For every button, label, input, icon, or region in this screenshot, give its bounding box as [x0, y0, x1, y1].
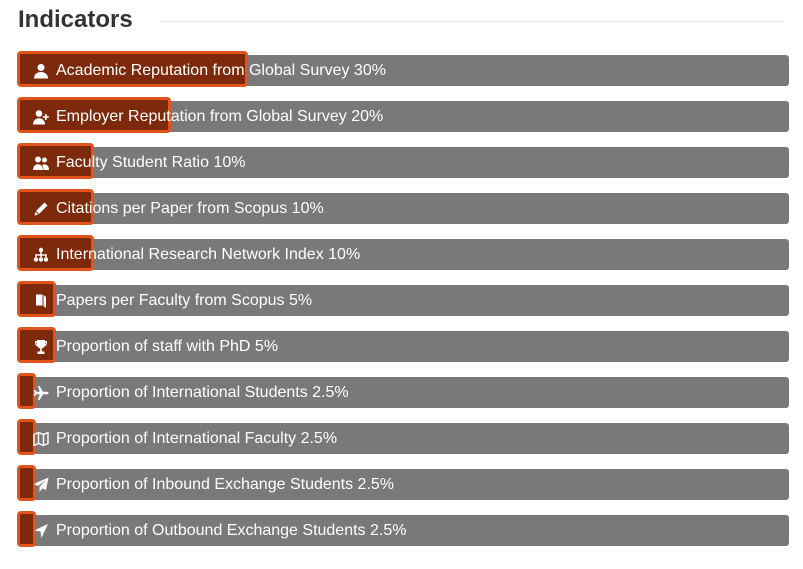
sitemap-icon	[32, 246, 50, 264]
indicator-bar-track	[19, 285, 789, 316]
indicator-label-group: Proportion of Outbound Exchange Students…	[32, 515, 406, 546]
indicator-row: Proportion of Outbound Exchange Students…	[17, 508, 789, 554]
indicator-label: Proportion of International Faculty 2.5%	[56, 429, 338, 447]
indicator-label-group: Papers per Faculty from Scopus 5%	[32, 285, 312, 316]
indicator-bar-track	[19, 469, 789, 500]
indicator-label-group: Faculty Student Ratio 10%	[32, 147, 245, 178]
indicator-bar-track	[19, 147, 789, 178]
indicator-bar-fill	[17, 511, 36, 547]
plane-icon	[32, 384, 50, 402]
indicator-bar-fill	[17, 143, 94, 179]
indicator-bar-track	[19, 515, 789, 546]
indicator-label-group: Academic Reputation from Global Survey 3…	[32, 55, 386, 86]
user-icon	[32, 62, 50, 80]
indicator-label: Faculty Student Ratio 10%	[56, 153, 246, 171]
indicator-bar-fill	[17, 51, 248, 87]
indicator-row: International Research Network Index 10%	[17, 232, 789, 278]
indicators-header: Indicators	[18, 4, 783, 36]
indicator-bar-fill	[17, 465, 36, 501]
indicator-row: Faculty Student Ratio 10%	[17, 140, 789, 186]
indicator-bar-fill	[17, 235, 94, 271]
trophy-icon	[32, 338, 50, 356]
pencil-icon	[32, 200, 50, 218]
users-icon	[32, 154, 50, 172]
indicator-label: Proportion of Outbound Exchange Students…	[56, 521, 407, 539]
title-divider	[160, 21, 783, 22]
indicator-row: Academic Reputation from Global Survey 3…	[17, 48, 789, 94]
indicator-row: Proportion of International Students 2.5…	[17, 370, 789, 416]
indicator-row: Proportion of International Faculty 2.5%	[17, 416, 789, 462]
indicator-bar-track	[19, 423, 789, 454]
indicator-label-group: Employer Reputation from Global Survey 2…	[32, 101, 383, 132]
map-icon	[32, 430, 50, 448]
indicator-label: Proportion of Inbound Exchange Students …	[56, 475, 395, 493]
indicator-label-group: Citations per Paper from Scopus 10%	[32, 193, 324, 224]
indicator-label-group: Proportion of Inbound Exchange Students …	[32, 469, 394, 500]
indicator-label: Citations per Paper from Scopus 10%	[56, 199, 324, 217]
indicator-bar-track	[19, 239, 789, 270]
indicator-row: Citations per Paper from Scopus 10%	[17, 186, 789, 232]
section-title: Indicators	[18, 6, 133, 33]
book-icon	[32, 292, 50, 310]
indicator-label-group: Proportion of International Students 2.5…	[32, 377, 349, 408]
user-plus-icon	[32, 108, 50, 126]
indicator-bar-track	[19, 193, 789, 224]
indicator-row: Employer Reputation from Global Survey 2…	[17, 94, 789, 140]
location-arrow-icon	[32, 522, 50, 540]
indicator-bar-track	[19, 377, 789, 408]
indicator-label-group: Proportion of staff with PhD 5%	[32, 331, 278, 362]
indicator-bar-track	[19, 331, 789, 362]
indicator-label: Papers per Faculty from Scopus 5%	[56, 291, 313, 309]
indicator-bar-fill	[17, 189, 94, 225]
indicator-row: Proportion of Inbound Exchange Students …	[17, 462, 789, 508]
indicator-label: Proportion of International Students 2.5…	[56, 383, 349, 401]
paper-plane-icon	[32, 476, 50, 494]
indicator-row: Proportion of staff with PhD 5%	[17, 324, 789, 370]
indicator-label: Employer Reputation from Global Survey 2…	[56, 107, 384, 125]
indicator-label-group: Proportion of International Faculty 2.5%	[32, 423, 337, 454]
indicator-label: Academic Reputation from Global Survey 3…	[56, 61, 386, 79]
indicator-bar-fill	[17, 97, 171, 133]
indicators-list: Academic Reputation from Global Survey 3…	[17, 48, 789, 554]
indicator-label: Proportion of staff with PhD 5%	[56, 337, 279, 355]
indicator-label: International Research Network Index 10%	[56, 245, 361, 263]
indicator-label-group: International Research Network Index 10%	[32, 239, 360, 270]
indicator-row: Papers per Faculty from Scopus 5%	[17, 278, 789, 324]
